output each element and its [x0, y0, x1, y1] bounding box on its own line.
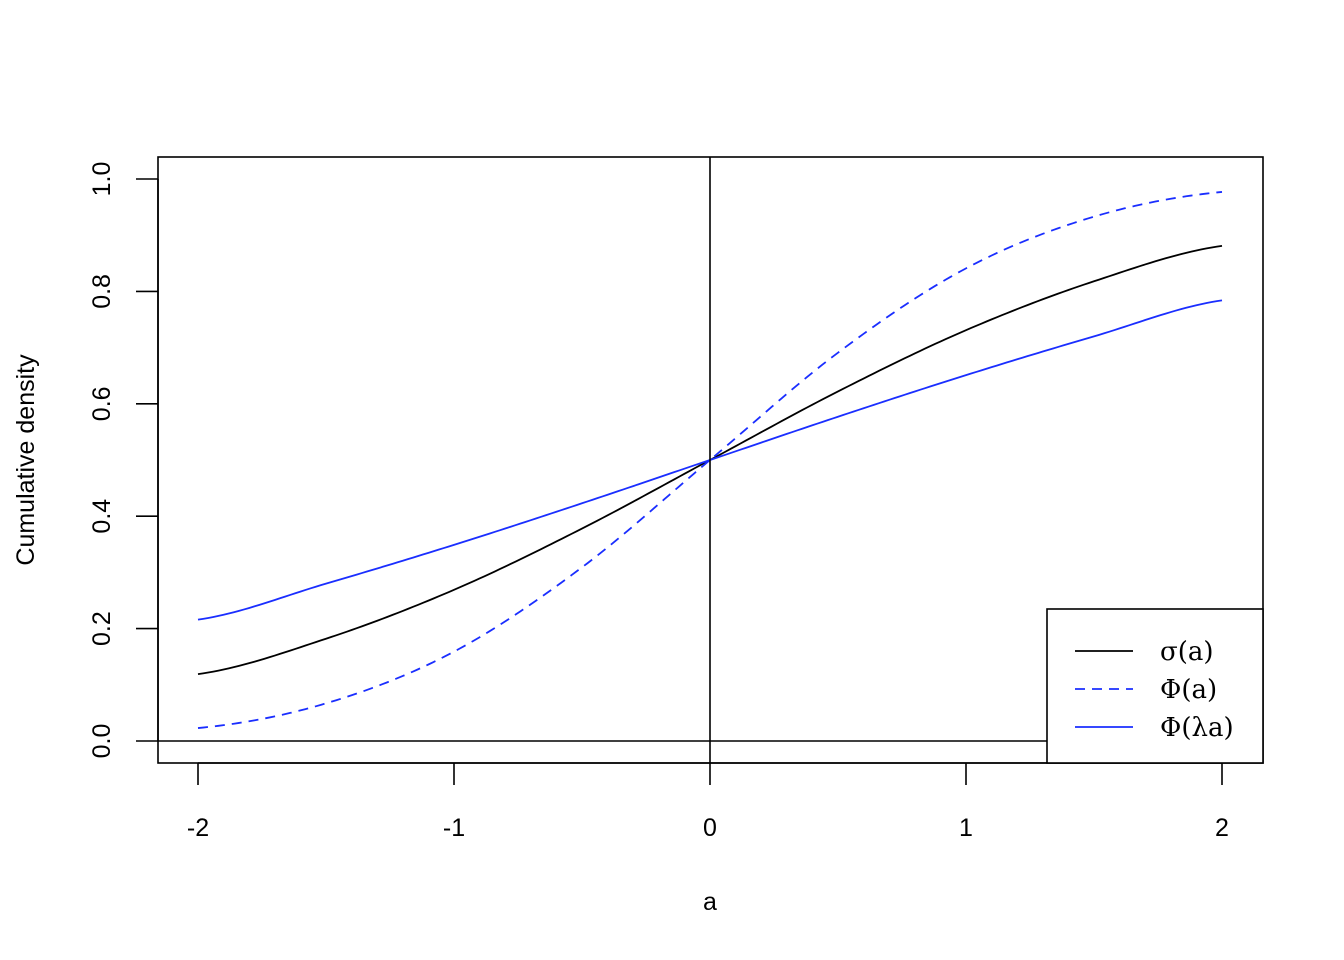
y-tick-label: 0.2: [88, 611, 116, 646]
legend-label: σ(a): [1160, 637, 1214, 667]
x-axis: -2 -1 0 1 2: [187, 762, 1229, 842]
legend: σ(a) Φ(a) Φ(λa): [1046, 608, 1264, 764]
x-tick-label: -1: [443, 814, 465, 842]
y-tick-label: 0.0: [88, 724, 116, 759]
legend-label: Φ(λa): [1160, 713, 1234, 743]
y-tick-label: 0.6: [88, 386, 116, 421]
legend-label: Φ(a): [1160, 675, 1217, 705]
x-tick-label: -2: [187, 814, 209, 842]
y-tick-label: 0.8: [88, 274, 116, 309]
x-axis-title: a: [703, 888, 717, 916]
y-tick-label: 1.0: [88, 162, 116, 197]
y-tick-label: 0.4: [88, 499, 116, 534]
x-tick-label: 1: [959, 814, 973, 842]
legend-box: [1046, 608, 1264, 764]
y-axis: 0.0 0.2 0.4 0.6 0.8 1.0: [88, 162, 159, 759]
series-line-2: [197, 191, 1223, 729]
x-tick-label: 0: [703, 814, 717, 842]
y-axis-title: Cumulative density: [12, 354, 40, 566]
x-tick-label: 2: [1215, 814, 1229, 842]
